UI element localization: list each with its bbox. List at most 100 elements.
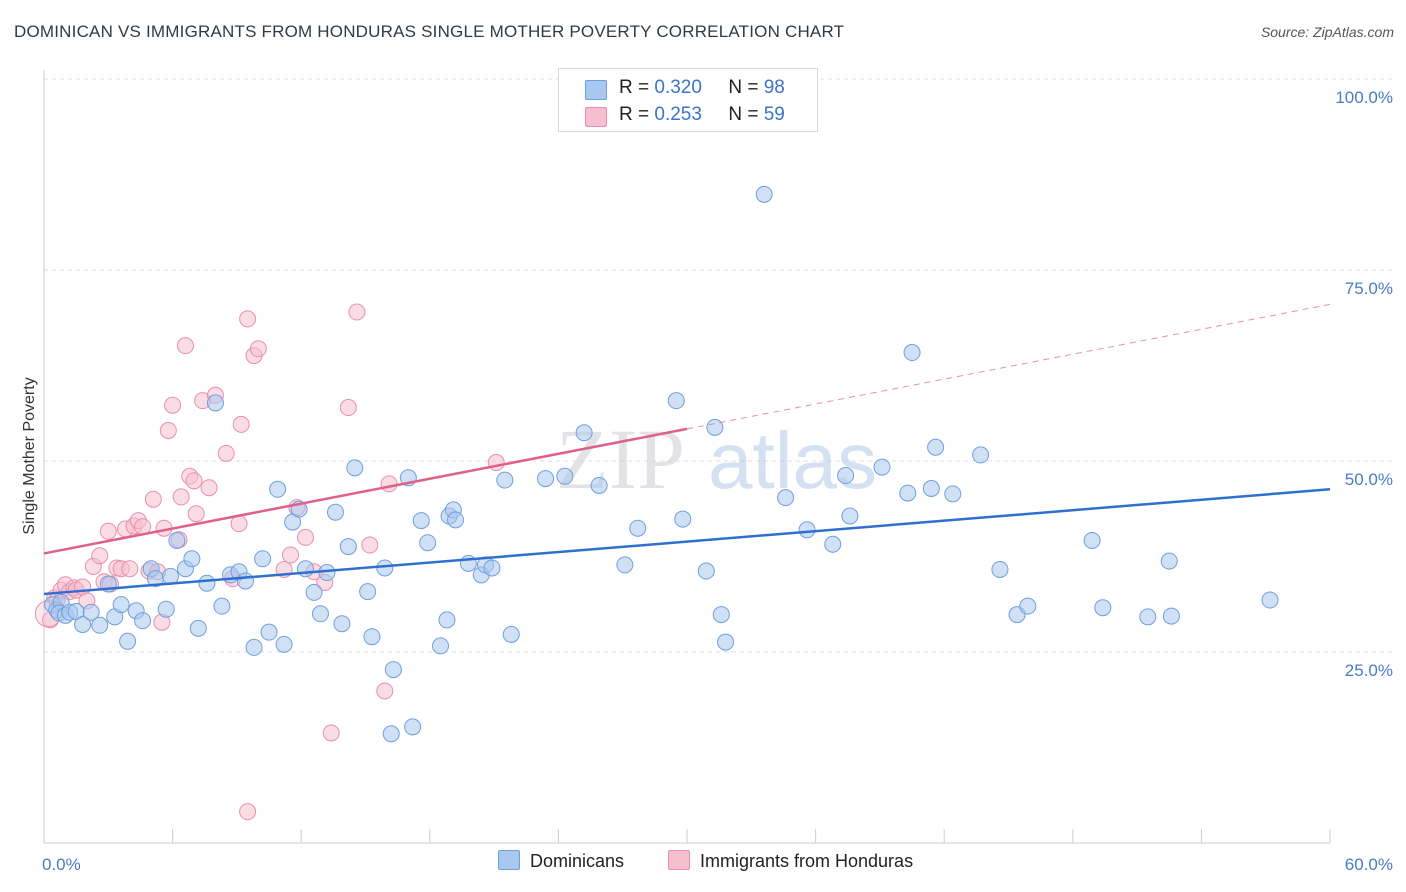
dominican-point bbox=[326, 503, 344, 521]
dominican-point bbox=[556, 467, 574, 485]
honduras-point bbox=[296, 528, 314, 546]
dominican-point bbox=[260, 623, 278, 641]
chart-title: DOMINICAN VS IMMIGRANTS FROM HONDURAS SI… bbox=[14, 22, 845, 41]
legend-text-dominicans: R = 0.320 N = 98 bbox=[619, 77, 785, 99]
dominican-point bbox=[798, 521, 816, 539]
dominican-point bbox=[697, 562, 715, 580]
dominican-point bbox=[359, 583, 377, 601]
dominican-point bbox=[311, 605, 329, 623]
honduras-point bbox=[239, 803, 257, 821]
dominican-point bbox=[305, 583, 323, 601]
legend-text-honduras: R = 0.253 N = 59 bbox=[619, 104, 785, 126]
dominican-point bbox=[275, 635, 293, 653]
honduras-trend-line bbox=[43, 427, 688, 555]
dominican-point bbox=[346, 459, 364, 477]
honduras-point bbox=[200, 479, 218, 497]
y-tick-label-50: 50.0% bbox=[1345, 470, 1393, 489]
dominican-point bbox=[419, 534, 437, 552]
dominican-point bbox=[213, 597, 231, 615]
honduras-point bbox=[348, 303, 366, 321]
honduras-point bbox=[99, 522, 117, 540]
dominican-point bbox=[438, 611, 456, 629]
honduras-point bbox=[176, 337, 194, 355]
legend-r-label: R = bbox=[619, 77, 655, 98]
legend-swatch-blue bbox=[585, 80, 607, 100]
dominican-point bbox=[674, 510, 692, 528]
honduras-point bbox=[187, 505, 205, 523]
dominican-point bbox=[432, 637, 450, 655]
bottom-legend-swatch-blue bbox=[498, 850, 520, 870]
watermark: ZIP atlas bbox=[556, 411, 877, 507]
honduras-point bbox=[164, 396, 182, 414]
honduras-point bbox=[232, 415, 250, 433]
dominican-point bbox=[537, 470, 555, 488]
dominican-point bbox=[412, 512, 430, 530]
dominican-point bbox=[944, 485, 962, 503]
dominican-point bbox=[91, 616, 109, 634]
dominican-point bbox=[873, 458, 891, 476]
dominican-point bbox=[824, 535, 842, 553]
honduras-point bbox=[185, 472, 203, 490]
honduras-point bbox=[281, 546, 299, 564]
correlation-legend: R = 0.320 N = 98 R = 0.253 N = 59 bbox=[558, 68, 818, 132]
honduras-point bbox=[322, 724, 340, 742]
honduras-point bbox=[144, 490, 162, 508]
dominican-point bbox=[189, 619, 207, 637]
dominican-point bbox=[363, 628, 381, 646]
honduras-point bbox=[159, 421, 177, 439]
dominican-point bbox=[496, 471, 514, 489]
grid-layer bbox=[44, 78, 1392, 653]
dominican-point bbox=[616, 556, 634, 574]
dominican-point bbox=[447, 511, 465, 529]
x-tick-label-min: 0.0% bbox=[42, 855, 81, 874]
legend-r-label: R = bbox=[619, 104, 655, 125]
legend-r-value: 0.320 bbox=[654, 77, 702, 98]
dominican-point bbox=[112, 596, 130, 614]
dominican-point bbox=[74, 615, 92, 633]
dominican-point bbox=[254, 550, 272, 568]
trend-lines bbox=[43, 303, 1331, 596]
axis-layer bbox=[43, 70, 1331, 844]
dominican-point bbox=[1139, 608, 1157, 626]
dominican-point bbox=[236, 572, 254, 590]
dominican-point bbox=[1160, 552, 1178, 570]
dominican-point bbox=[1019, 597, 1037, 615]
dominican-point bbox=[157, 600, 175, 618]
dominican-point bbox=[1083, 531, 1101, 549]
dominican-point bbox=[927, 438, 945, 456]
dominican-trend-line bbox=[43, 488, 1331, 596]
dominican-point bbox=[333, 615, 351, 633]
honduras-point bbox=[249, 340, 267, 358]
legend-r-value: 0.253 bbox=[654, 104, 702, 125]
bottom-legend-label-honduras: Immigrants from Honduras bbox=[700, 851, 914, 871]
legend-n-label: N = bbox=[728, 77, 764, 98]
dominican-point bbox=[575, 424, 593, 442]
dominican-point bbox=[376, 559, 394, 577]
y-axis-label: Single Mother Poverty bbox=[21, 377, 38, 534]
source-credit: Source: ZipAtlas.com bbox=[1260, 24, 1394, 40]
dominican-point bbox=[903, 344, 921, 362]
legend-n-label: N = bbox=[728, 104, 764, 125]
dominican-point bbox=[667, 392, 685, 410]
dominican-point bbox=[483, 559, 501, 577]
dominican-point bbox=[198, 574, 216, 592]
y-tick-label-75: 75.0% bbox=[1345, 279, 1393, 298]
honduras-trend-extension bbox=[686, 303, 1331, 430]
dominican-point bbox=[712, 606, 730, 624]
dominican-point bbox=[404, 718, 422, 736]
dominican-point bbox=[837, 467, 855, 485]
x-tick-label-max: 60.0% bbox=[1345, 855, 1393, 874]
honduras-point bbox=[217, 444, 235, 462]
legend-n-value: 98 bbox=[763, 77, 785, 98]
honduras-point bbox=[339, 399, 357, 417]
honduras-point bbox=[376, 682, 394, 700]
dominican-point bbox=[972, 446, 990, 464]
legend-swatch-pink bbox=[585, 107, 607, 127]
dominican-point bbox=[82, 603, 100, 621]
dominican-point bbox=[502, 625, 520, 643]
bottom-legend-honduras: Immigrants from Honduras bbox=[668, 850, 913, 872]
honduras-point bbox=[230, 515, 248, 533]
honduras-point bbox=[239, 310, 257, 328]
bottom-legend-swatch-pink bbox=[668, 850, 690, 870]
